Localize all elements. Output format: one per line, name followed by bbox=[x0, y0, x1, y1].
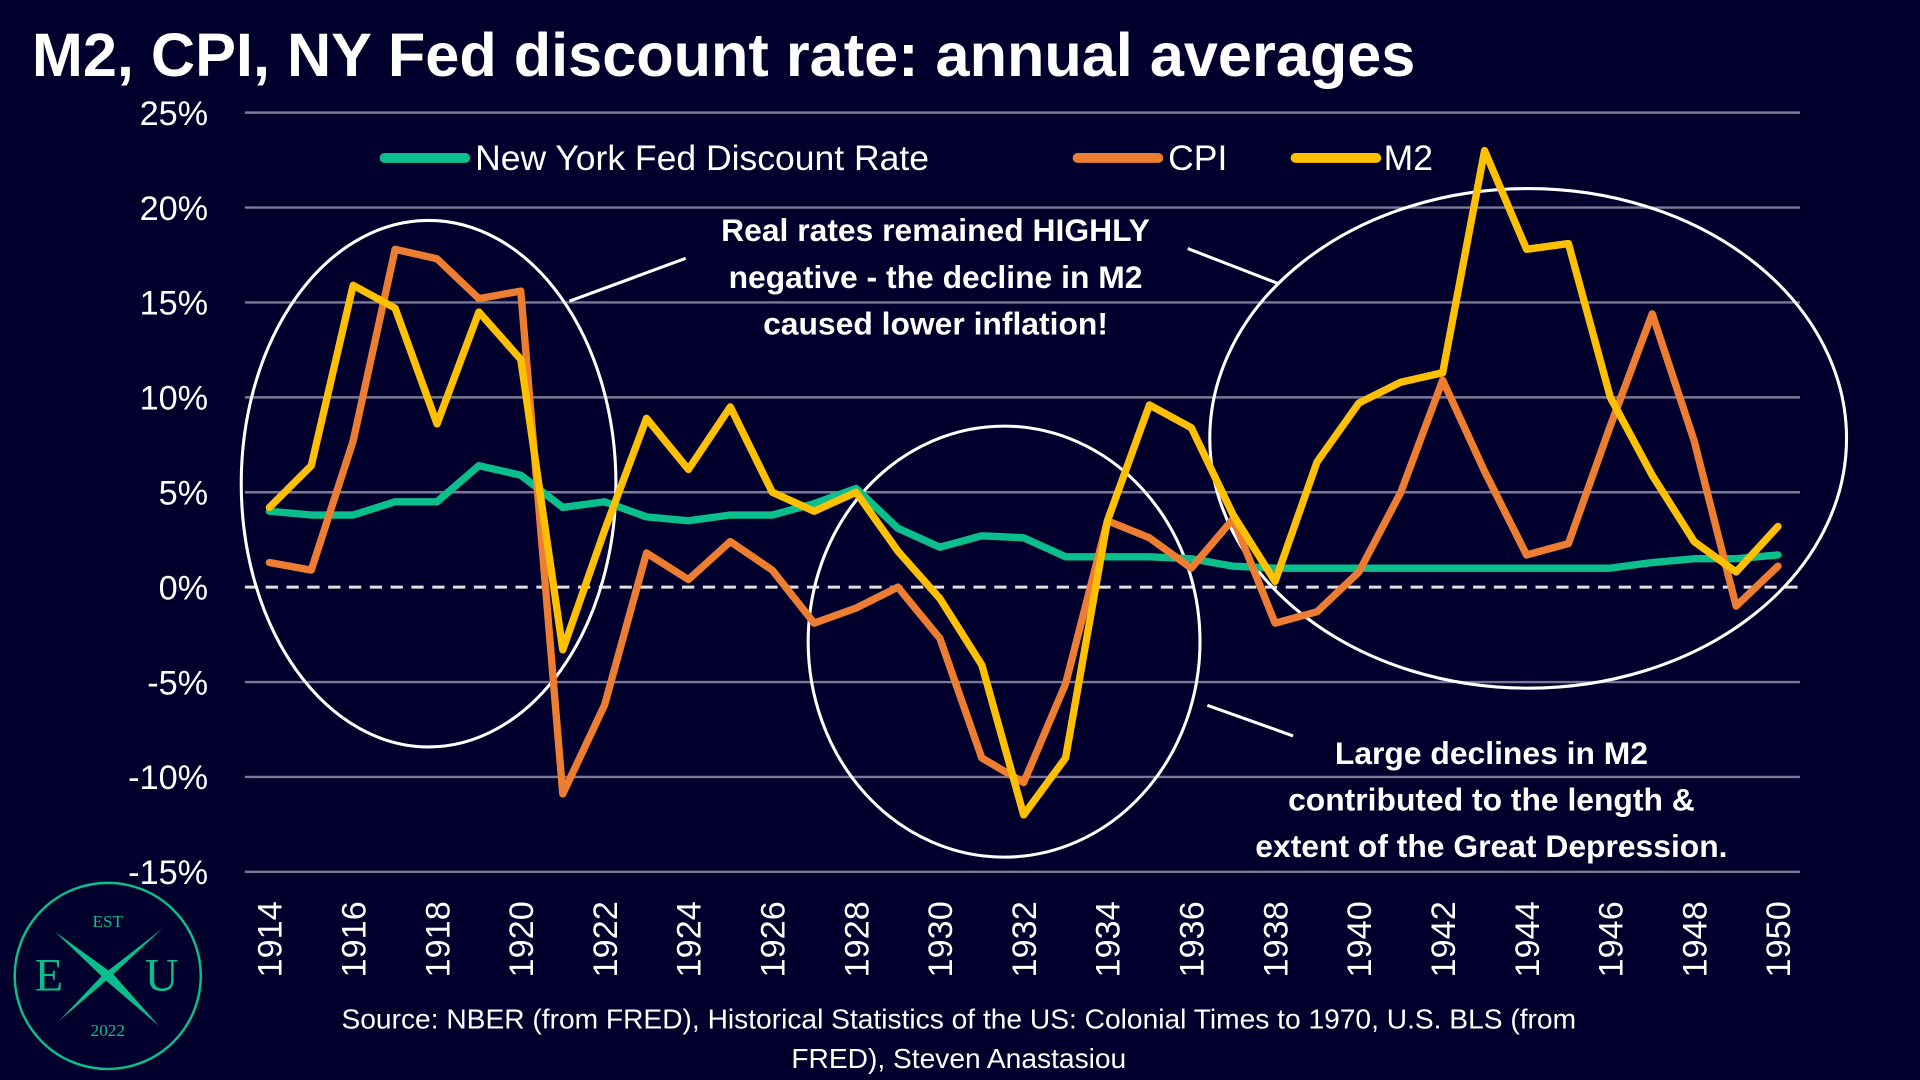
ellipse-ww1 bbox=[239, 218, 618, 749]
y-tick-label: -10% bbox=[128, 759, 208, 797]
annotation-line: contributed to the length & bbox=[1288, 782, 1695, 818]
x-tick-label: 1950 bbox=[1760, 901, 1798, 977]
x-tick-label: 1934 bbox=[1090, 901, 1128, 977]
chart-title: M2, CPI, NY Fed discount rate: annual av… bbox=[32, 21, 1415, 89]
legend-label-cpi: CPI bbox=[1168, 138, 1227, 178]
source-line: FRED), Steven Anastasiou bbox=[791, 1043, 1126, 1074]
x-tick-label: 1922 bbox=[587, 901, 625, 977]
x-tick-label: 1942 bbox=[1425, 901, 1463, 977]
highlight-ellipses bbox=[239, 187, 1849, 859]
annotation-real-rates: Real rates remained HIGHLY negative - th… bbox=[721, 212, 1150, 341]
x-tick-label: 1946 bbox=[1593, 901, 1631, 977]
x-tick-label: 1936 bbox=[1174, 901, 1212, 977]
ellipse-depression bbox=[806, 424, 1202, 859]
annotation-line: extent of the Great Depression. bbox=[1255, 828, 1727, 864]
x-tick-label: 1928 bbox=[838, 901, 876, 977]
x-tick-label: 1940 bbox=[1341, 901, 1379, 977]
legend: New York Fed Discount Rate CPI M2 bbox=[379, 138, 1433, 178]
pointer-line bbox=[1187, 247, 1281, 286]
y-axis: 25% 20% 15% 10% 5% 0% -5% -10% -15% bbox=[128, 95, 208, 892]
legend-label-m2: M2 bbox=[1384, 138, 1433, 178]
x-tick-label: 1944 bbox=[1509, 901, 1547, 977]
y-tick-label: -15% bbox=[128, 854, 208, 892]
annotation-line: Real rates remained HIGHLY bbox=[721, 212, 1150, 248]
y-tick-label: 10% bbox=[140, 380, 209, 418]
pointer-line bbox=[568, 256, 687, 303]
x-tick-label: 1924 bbox=[671, 901, 709, 977]
x-tick-label: 1920 bbox=[503, 901, 541, 977]
y-tick-label: 15% bbox=[140, 285, 209, 323]
y-tick-label: 0% bbox=[159, 569, 209, 607]
x-axis: 1914 1916 1918 1920 1922 1924 1926 1928 1930 1932… bbox=[252, 901, 1799, 977]
annotation-line: Large declines in M2 bbox=[1335, 735, 1648, 771]
series-line-new-york-fed-discount-rate bbox=[265, 461, 1782, 572]
logo-est: EST bbox=[93, 912, 124, 931]
source-line: Source: NBER (from FRED), Historical Sta… bbox=[341, 1004, 1576, 1035]
logo-e: E bbox=[35, 951, 63, 1002]
source-note: Source: NBER (from FRED), Historical Sta… bbox=[341, 1004, 1576, 1074]
legend-label-discount-rate: New York Fed Discount Rate bbox=[475, 138, 929, 178]
x-tick-label: 1930 bbox=[922, 901, 960, 977]
x-tick-label: 1938 bbox=[1257, 901, 1295, 977]
annotation-depression: Large declines in M2 contributed to the … bbox=[1255, 735, 1727, 864]
exu-logo: EST E U 2022 bbox=[13, 881, 203, 1071]
y-tick-label: 25% bbox=[140, 95, 209, 133]
x-tick-label: 1948 bbox=[1676, 901, 1714, 977]
logo-u: U bbox=[145, 951, 179, 1002]
gridlines bbox=[244, 111, 1800, 874]
annotation-line: negative - the decline in M2 bbox=[729, 259, 1143, 295]
logo-year: 2022 bbox=[91, 1021, 125, 1040]
x-tick-label: 1918 bbox=[419, 901, 457, 977]
series-line-cpi bbox=[265, 245, 1782, 798]
x-mark-icon bbox=[55, 928, 163, 1027]
ellipse-ww2 bbox=[1208, 187, 1849, 690]
y-tick-label: -5% bbox=[147, 664, 208, 702]
pointer-line bbox=[1206, 703, 1294, 738]
x-tick-label: 1914 bbox=[252, 901, 290, 977]
y-tick-label: 20% bbox=[140, 190, 209, 228]
x-tick-label: 1932 bbox=[1006, 901, 1044, 977]
x-tick-label: 1916 bbox=[335, 901, 373, 977]
y-tick-label: 5% bbox=[159, 474, 209, 512]
series-lines bbox=[265, 146, 1782, 819]
x-tick-label: 1926 bbox=[754, 901, 792, 977]
series-line-m2 bbox=[265, 146, 1782, 819]
annotation-line: caused lower inflation! bbox=[763, 305, 1108, 341]
